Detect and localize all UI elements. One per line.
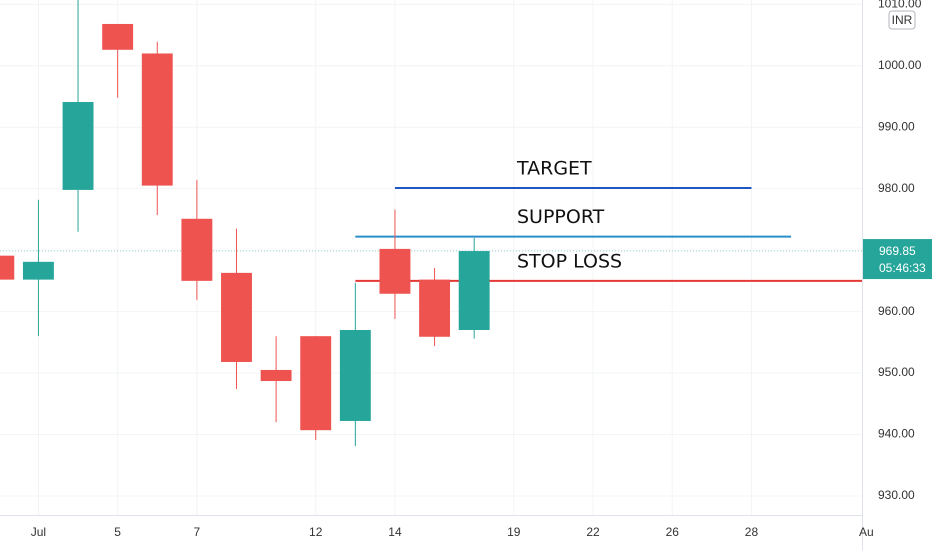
y-tick-label: 990.00 <box>878 119 915 133</box>
candle-body <box>260 369 292 382</box>
y-tick-label: 960.00 <box>878 304 915 318</box>
y-tick-label: 950.00 <box>878 365 915 379</box>
x-tick-label: 19 <box>507 525 521 539</box>
y-tick-label: 1000.00 <box>878 58 922 72</box>
y-tick-label: 980.00 <box>878 181 915 195</box>
x-tick-label: 28 <box>745 525 759 539</box>
candle-body <box>339 330 371 421</box>
currency-box <box>888 10 916 30</box>
time-axis-bg <box>0 515 862 550</box>
candle-body <box>379 248 411 294</box>
candle-body <box>458 251 490 331</box>
price-tag <box>863 239 932 280</box>
y-tick-label: 1010.00 <box>878 0 922 10</box>
x-tick-label: 7 <box>194 525 201 539</box>
currency-label: INR <box>892 13 913 27</box>
candle-body <box>102 23 134 50</box>
x-tick-label: 12 <box>309 525 323 539</box>
annotation-label: TARGET <box>516 158 592 180</box>
annotation-label: STOP LOSS <box>517 250 622 272</box>
candle-body <box>419 279 451 337</box>
candle-body <box>62 102 94 190</box>
y-tick-label: 930.00 <box>878 488 915 502</box>
y-tick-label: 940.00 <box>878 427 915 441</box>
x-tick-label: Au <box>859 525 874 539</box>
x-tick-label: 22 <box>586 525 600 539</box>
price-tag-label: 969.85 <box>879 244 916 258</box>
x-tick-label: 5 <box>114 525 121 539</box>
candle-body <box>300 336 332 431</box>
candle-body <box>22 261 54 280</box>
candle-body <box>181 218 213 281</box>
annotation-label: SUPPORT <box>517 206 605 228</box>
candle-body <box>221 272 252 362</box>
x-tick-label: Jul <box>31 525 46 539</box>
x-tick-label: 26 <box>666 525 680 539</box>
candle-body <box>141 53 173 186</box>
candle-body <box>0 255 15 280</box>
price-tag-countdown: 05:46:33 <box>879 261 926 275</box>
x-tick-label: 14 <box>388 525 402 539</box>
